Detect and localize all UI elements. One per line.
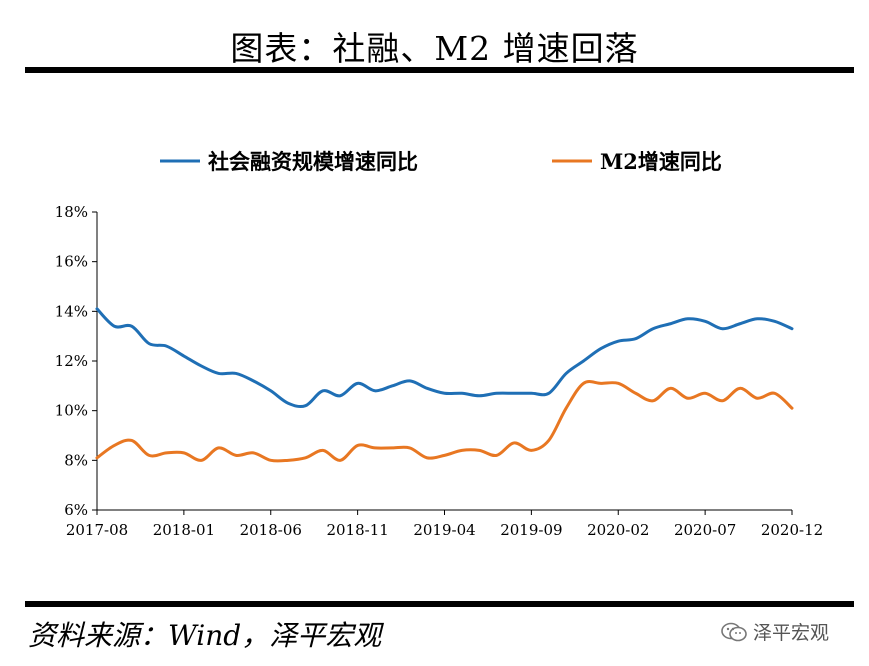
y-tick-label: 12% [55,352,88,370]
y-tick-label: 8% [64,451,88,469]
legend-label: M2增速同比 [600,149,722,174]
y-tick-label: 18% [55,203,88,221]
legend-label: 社会融资规模增速同比 [207,149,418,174]
page-title: 图表：社融、M2 增速回落 [230,29,639,68]
y-tick-label: 6% [64,501,88,519]
top-divider [25,67,854,73]
x-tick-label: 2020-12 [761,521,823,539]
x-tick-label: 2019-04 [413,521,475,539]
source-note: 资料来源：Wind，泽平宏观 [28,619,382,652]
x-tick-label: 2018-06 [240,521,302,539]
x-tick-label: 2017-08 [66,521,128,539]
bottom-divider [25,601,854,607]
x-tick-label: 2019-09 [500,521,562,539]
series-line-social-financing [95,307,794,409]
x-tick-label: 2018-01 [153,521,215,539]
x-tick-label: 2020-02 [587,521,649,539]
y-tick-label: 10% [55,402,88,420]
watermark-text: 泽平宏观 [753,622,830,644]
watermark: 泽平宏观 [720,618,829,645]
wechat-icon [721,622,747,641]
series-line-m2 [95,380,794,463]
series-group [95,307,794,463]
x-tick-label: 2020-07 [674,521,736,539]
axes: 6% 8% 10% 12% 14% 16% 18% 2017-08 2018-01 2018-06… [55,203,824,539]
y-tick-label: 14% [55,302,88,320]
x-tick-label: 2018-11 [326,521,388,539]
y-tick-label: 16% [55,253,88,271]
line-chart: 社会融资规模增速同比 M2增速同比 6% 8% 10% 12% 14% 16% 18% 2017… [55,149,824,539]
legend: 社会融资规模增速同比 M2增速同比 [160,149,722,174]
